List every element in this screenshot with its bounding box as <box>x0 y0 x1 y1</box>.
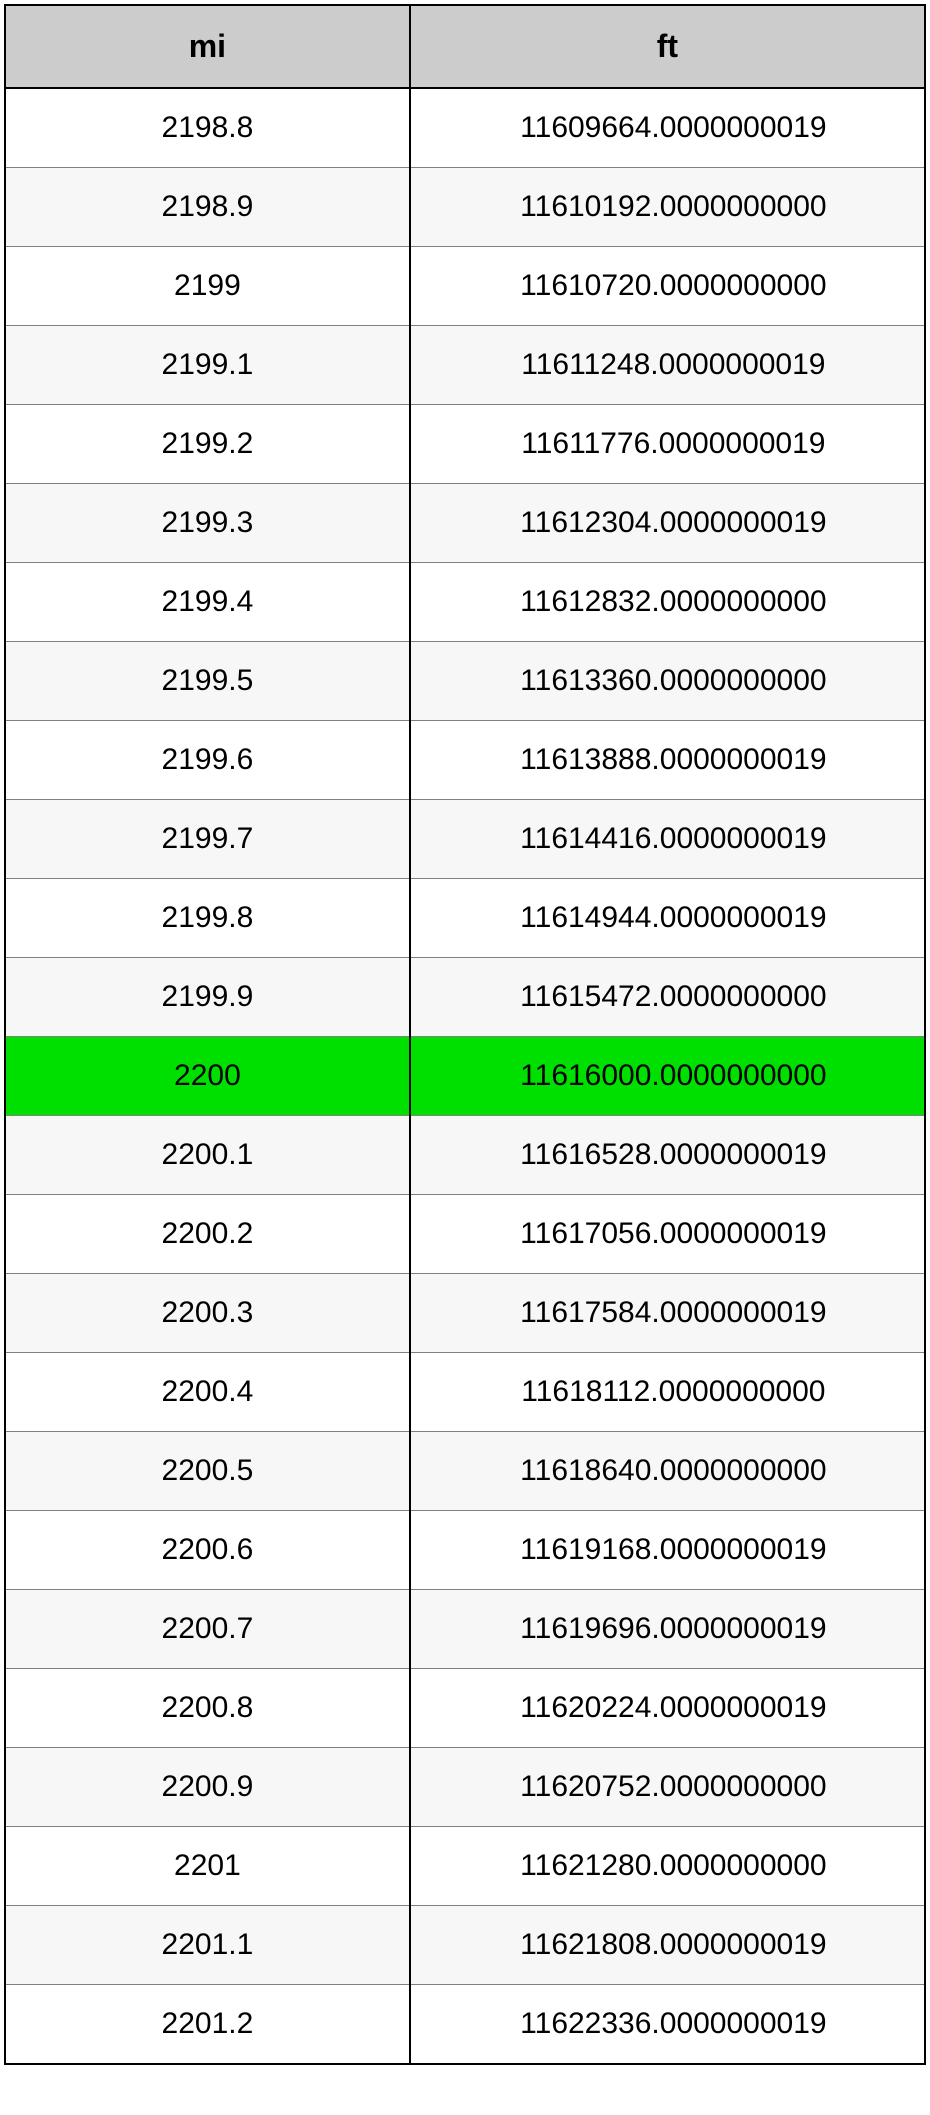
cell-mi: 2200.3 <box>5 1274 410 1353</box>
cell-ft: 11619696.0000000019 <box>410 1590 925 1669</box>
cell-ft: 11616528.0000000019 <box>410 1116 925 1195</box>
cell-mi: 2200.8 <box>5 1669 410 1748</box>
table-row: 220111621280.0000000000 <box>5 1827 925 1906</box>
table-row: 219911610720.0000000000 <box>5 247 925 326</box>
cell-mi: 2199.4 <box>5 563 410 642</box>
cell-ft: 11610192.0000000000 <box>410 168 925 247</box>
cell-mi: 2199.7 <box>5 800 410 879</box>
cell-ft: 11613888.0000000019 <box>410 721 925 800</box>
cell-mi: 2199.3 <box>5 484 410 563</box>
cell-ft: 11619168.0000000019 <box>410 1511 925 1590</box>
table-row: 2199.411612832.0000000000 <box>5 563 925 642</box>
cell-mi: 2200.7 <box>5 1590 410 1669</box>
table-row: 2200.711619696.0000000019 <box>5 1590 925 1669</box>
cell-ft: 11611776.0000000019 <box>410 405 925 484</box>
table-row: 2200.811620224.0000000019 <box>5 1669 925 1748</box>
table-row: 2200.111616528.0000000019 <box>5 1116 925 1195</box>
cell-ft: 11622336.0000000019 <box>410 1985 925 2065</box>
cell-mi: 2200.1 <box>5 1116 410 1195</box>
cell-ft: 11611248.0000000019 <box>410 326 925 405</box>
table-row: 2198.911610192.0000000000 <box>5 168 925 247</box>
table-row: 2199.911615472.0000000000 <box>5 958 925 1037</box>
cell-mi: 2199.2 <box>5 405 410 484</box>
table-row: 2201.111621808.0000000019 <box>5 1906 925 1985</box>
column-header-ft: ft <box>410 5 925 88</box>
cell-ft: 11620224.0000000019 <box>410 1669 925 1748</box>
cell-mi: 2200.4 <box>5 1353 410 1432</box>
cell-mi: 2200.6 <box>5 1511 410 1590</box>
cell-ft: 11614416.0000000019 <box>410 800 925 879</box>
cell-mi: 2201 <box>5 1827 410 1906</box>
table-row: 2200.611619168.0000000019 <box>5 1511 925 1590</box>
cell-mi: 2201.1 <box>5 1906 410 1985</box>
cell-mi: 2201.2 <box>5 1985 410 2065</box>
cell-mi: 2199.9 <box>5 958 410 1037</box>
table-row: 2199.611613888.0000000019 <box>5 721 925 800</box>
table-row: 2199.711614416.0000000019 <box>5 800 925 879</box>
cell-mi: 2200 <box>5 1037 410 1116</box>
table-header-row: mi ft <box>5 5 925 88</box>
table-row: 2199.311612304.0000000019 <box>5 484 925 563</box>
cell-ft: 11610720.0000000000 <box>410 247 925 326</box>
cell-mi: 2198.8 <box>5 88 410 168</box>
cell-ft: 11618640.0000000000 <box>410 1432 925 1511</box>
conversion-table: mi ft 2198.811609664.00000000192198.9116… <box>4 4 926 2065</box>
cell-mi: 2200.5 <box>5 1432 410 1511</box>
cell-ft: 11617056.0000000019 <box>410 1195 925 1274</box>
cell-ft: 11613360.0000000000 <box>410 642 925 721</box>
cell-ft: 11612304.0000000019 <box>410 484 925 563</box>
table-row: 2200.911620752.0000000000 <box>5 1748 925 1827</box>
cell-ft: 11621280.0000000000 <box>410 1827 925 1906</box>
cell-mi: 2199.1 <box>5 326 410 405</box>
cell-mi: 2200.9 <box>5 1748 410 1827</box>
cell-ft: 11612832.0000000000 <box>410 563 925 642</box>
cell-mi: 2198.9 <box>5 168 410 247</box>
cell-ft: 11617584.0000000019 <box>410 1274 925 1353</box>
cell-mi: 2199.6 <box>5 721 410 800</box>
table-row: 2198.811609664.0000000019 <box>5 88 925 168</box>
cell-ft: 11621808.0000000019 <box>410 1906 925 1985</box>
cell-mi: 2199 <box>5 247 410 326</box>
cell-ft: 11620752.0000000000 <box>410 1748 925 1827</box>
table-row: 2200.511618640.0000000000 <box>5 1432 925 1511</box>
table-row: 2199.111611248.0000000019 <box>5 326 925 405</box>
table-row: 2200.311617584.0000000019 <box>5 1274 925 1353</box>
cell-mi: 2200.2 <box>5 1195 410 1274</box>
cell-ft: 11614944.0000000019 <box>410 879 925 958</box>
cell-mi: 2199.5 <box>5 642 410 721</box>
cell-ft: 11618112.0000000000 <box>410 1353 925 1432</box>
cell-ft: 11609664.0000000019 <box>410 88 925 168</box>
table-row: 220011616000.0000000000 <box>5 1037 925 1116</box>
cell-ft: 11615472.0000000000 <box>410 958 925 1037</box>
table-row: 2199.811614944.0000000019 <box>5 879 925 958</box>
table-row: 2200.211617056.0000000019 <box>5 1195 925 1274</box>
table-row: 2200.411618112.0000000000 <box>5 1353 925 1432</box>
cell-mi: 2199.8 <box>5 879 410 958</box>
cell-ft: 11616000.0000000000 <box>410 1037 925 1116</box>
table-row: 2201.211622336.0000000019 <box>5 1985 925 2065</box>
table-row: 2199.511613360.0000000000 <box>5 642 925 721</box>
table-row: 2199.211611776.0000000019 <box>5 405 925 484</box>
column-header-mi: mi <box>5 5 410 88</box>
